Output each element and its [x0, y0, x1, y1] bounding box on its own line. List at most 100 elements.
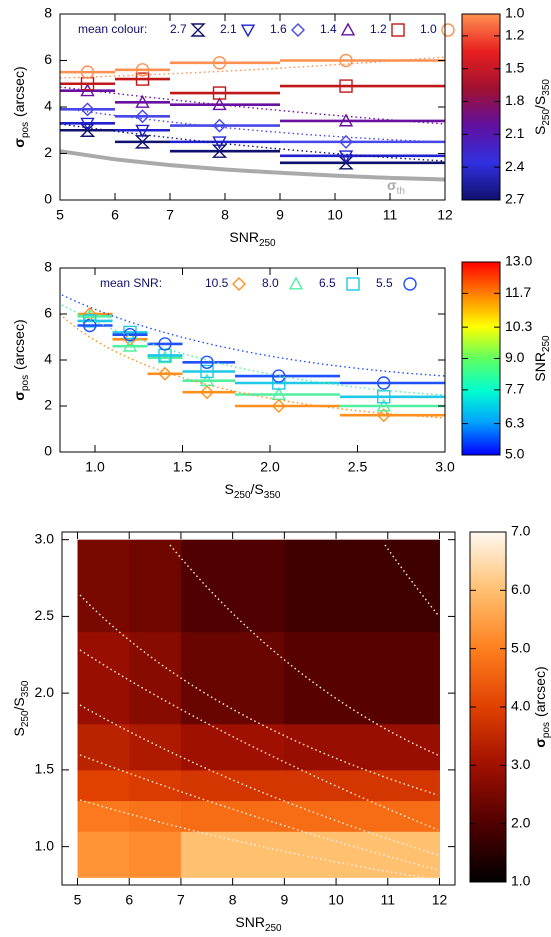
legend-marker: [190, 23, 206, 37]
y-axis-label-part: 350: [20, 680, 31, 697]
marker: [212, 97, 227, 111]
marker: [80, 65, 95, 79]
y-tick-label: 4: [44, 98, 52, 114]
legend-marker: [232, 277, 246, 291]
x-tick-label: 12: [432, 892, 448, 908]
heatmap-cell: [180, 723, 285, 771]
heatmap-cell: [284, 800, 440, 832]
heatmap-cell: [180, 769, 285, 802]
colorbar-tick-label: 7.7: [505, 381, 525, 397]
heatmap-cell: [77, 723, 130, 771]
y-tick-label: 3.0: [35, 530, 55, 546]
marker: [272, 369, 286, 383]
y-axis-label-part: pos: [20, 375, 31, 391]
x-tick-label: 5: [56, 207, 64, 223]
colorbar-tick-label: 3.0: [511, 756, 531, 772]
legend-marker: [240, 24, 256, 38]
legend-label: 5.5: [376, 276, 393, 290]
x-tick-label: 11: [381, 892, 396, 908]
colorbar-tick-label: 5.0: [505, 446, 525, 462]
x-axis-label-part: 250: [259, 238, 276, 249]
marker: [339, 134, 353, 149]
colorbar-tick-label: 1.2: [505, 27, 525, 43]
marker: [338, 113, 354, 127]
marker: [135, 109, 150, 124]
heatmap-cell: [284, 831, 440, 878]
marker: [158, 366, 172, 381]
y-tick-label: 4: [44, 351, 52, 367]
heatmap-cell: [129, 831, 182, 878]
marker: [339, 79, 353, 93]
marker: [212, 118, 227, 133]
heatmap-cell: [180, 800, 285, 832]
x-axis-label-part: SNR: [235, 914, 265, 930]
y-tick-label: 2.0: [35, 684, 55, 700]
colorbar-tick-label: 9.0: [505, 349, 525, 365]
marker: [199, 373, 215, 387]
marker: [271, 399, 286, 413]
colorbar-label-part: 250: [541, 335, 551, 352]
x-tick-label: 7: [166, 207, 174, 223]
x-axis-label: S250/S350: [225, 481, 281, 501]
marker: [83, 318, 97, 333]
colorbar-label-part: SNR: [532, 352, 548, 382]
marker: [83, 314, 97, 328]
model-curve: [79, 799, 439, 881]
legend-marker: [340, 22, 356, 36]
heatmap-cell: [129, 631, 182, 725]
colorbar-tick-label: 1.8: [505, 92, 525, 108]
model-curve: [61, 304, 446, 396]
colorbar-label: S250/S350: [532, 79, 551, 135]
colorbar-tick-label: 13.0: [505, 253, 532, 269]
x-axis-label: SNR250: [229, 229, 276, 249]
y-tick-label: 0: [44, 443, 52, 459]
legend-label: 2.1: [220, 22, 237, 36]
y-axis-label-part: (arcsec): [11, 66, 27, 117]
marker: [80, 117, 95, 131]
marker: [135, 94, 150, 108]
legend-marker: [291, 23, 305, 37]
theory-label-part: th: [397, 186, 405, 197]
heatmap-cell: [180, 831, 285, 878]
x-tick-label: 6: [111, 207, 119, 223]
marker: [158, 337, 172, 351]
marker: [80, 102, 95, 117]
marker: [271, 387, 286, 400]
model-curve: [59, 56, 446, 79]
y-axis-label-part: S: [11, 727, 27, 736]
model-curves: [59, 56, 446, 881]
marker: [157, 350, 173, 364]
legend-title: mean colour:: [78, 22, 147, 36]
plot-frame: [59, 267, 446, 453]
marker: [135, 124, 150, 138]
y-tick-label: 1.5: [35, 761, 55, 777]
colorbar-label-part: σ: [532, 738, 548, 748]
marker: [377, 376, 391, 390]
legend-marker: [391, 23, 405, 37]
heatmap-cell: [129, 539, 182, 633]
legend-marker: [403, 277, 417, 291]
marker: [135, 72, 150, 86]
y-axis-label: σpos (arcsec): [11, 319, 31, 400]
legend-label: 8.0: [262, 276, 279, 290]
colorbar: [461, 13, 501, 201]
model-curve: [79, 754, 439, 871]
x-tick-label: 3.0: [435, 459, 455, 475]
marker: [376, 398, 391, 412]
colorbar-label-part: pos: [541, 722, 551, 738]
heatmap-cell: [77, 631, 130, 725]
y-axis-label-part: σ: [11, 391, 27, 401]
colorbar-tick-label: 6.0: [511, 581, 531, 597]
marker: [212, 86, 227, 100]
x-tick-label: 11: [383, 207, 398, 223]
x-tick-label: 7: [177, 892, 185, 908]
heatmap-cell: [129, 769, 182, 802]
marker: [338, 150, 354, 164]
colorbar-tick-label: 2.1: [505, 125, 525, 141]
x-tick-label: 2.0: [260, 459, 280, 475]
x-tick-label: 9: [280, 892, 288, 908]
legend-marker: [441, 23, 455, 37]
x-axis-label-part: 350: [264, 490, 281, 501]
